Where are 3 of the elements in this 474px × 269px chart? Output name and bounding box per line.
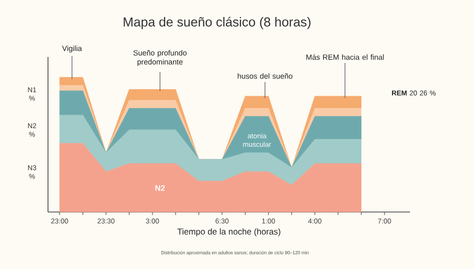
series-label: N2 [155,185,165,191]
x-axis-title: Tiempo de la noche (horas) [177,228,280,236]
chart-title: Mapa de sueño clásico (8 horas) [124,16,310,30]
